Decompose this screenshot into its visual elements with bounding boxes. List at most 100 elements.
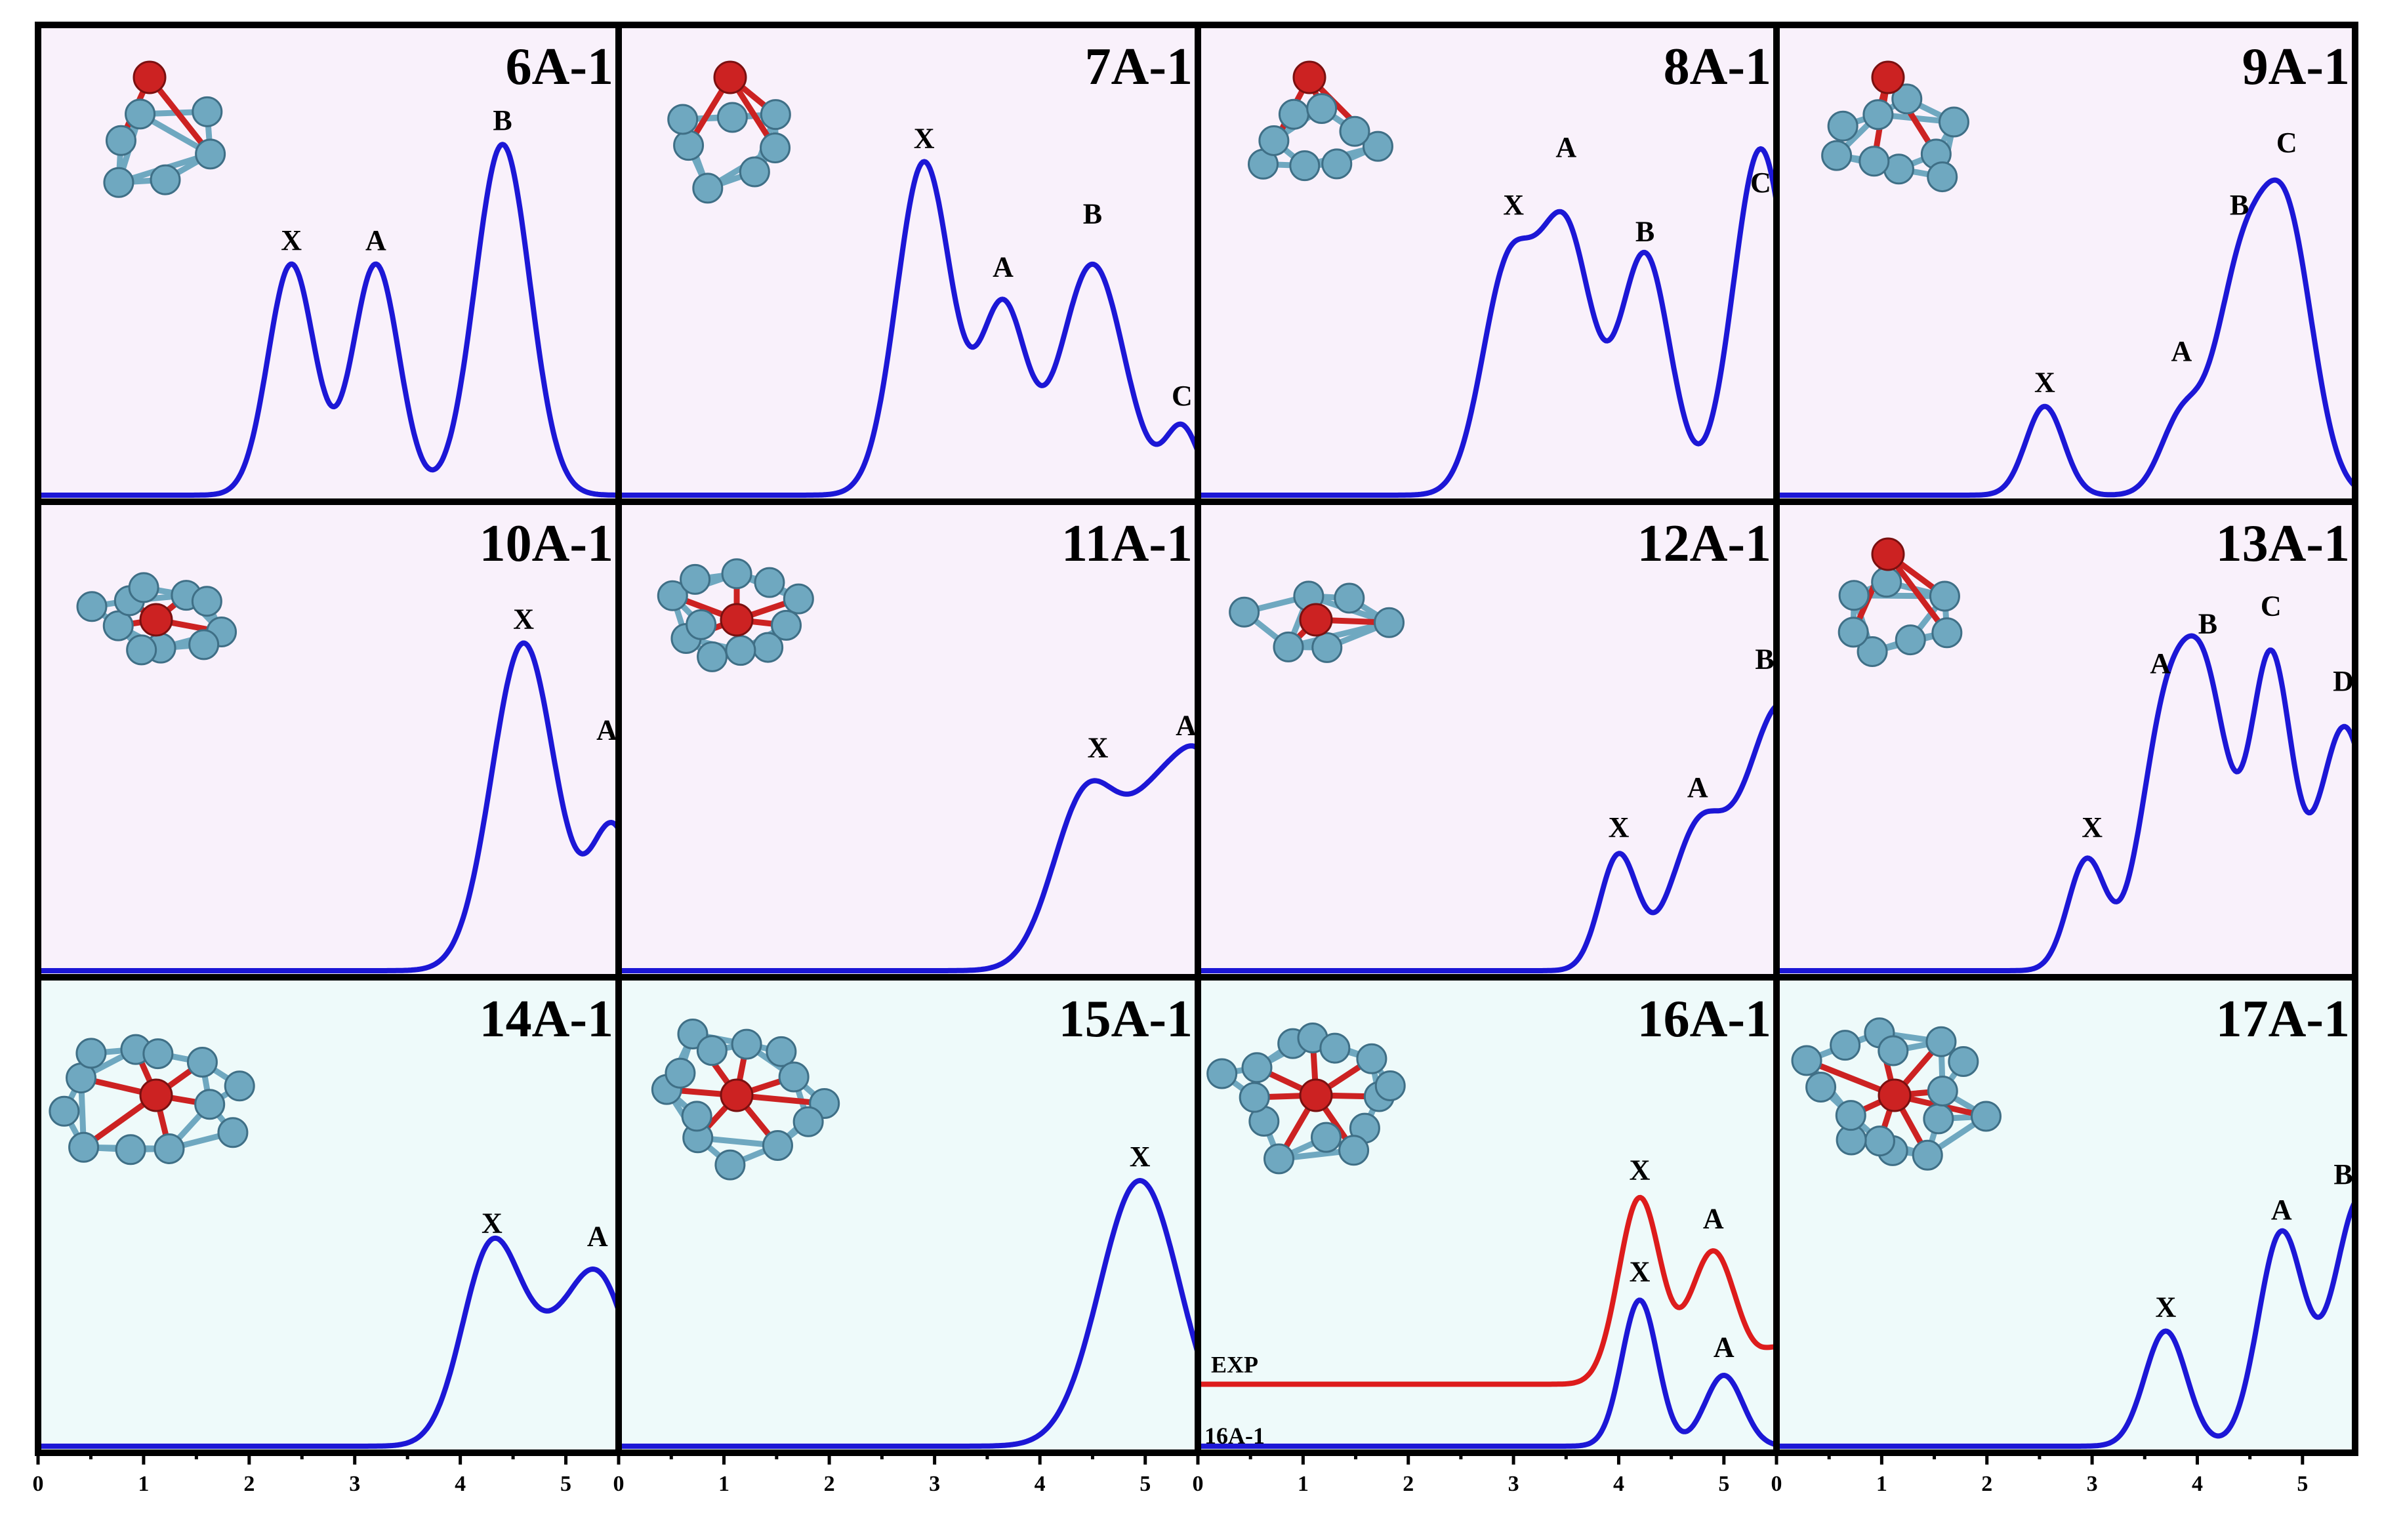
cluster-metal-atom bbox=[1821, 140, 1853, 171]
cluster-metal-atom bbox=[714, 1149, 746, 1181]
cluster-metal-atom bbox=[697, 641, 728, 672]
panel-title: 10A-1 bbox=[480, 515, 613, 573]
panel-title: 16A-1 bbox=[1637, 990, 1771, 1048]
panel-12A-1: X A B 12A-1 bbox=[1195, 498, 1780, 981]
cluster-oxygen-atom bbox=[1878, 1078, 1912, 1112]
cluster-metal-atom bbox=[1791, 1045, 1822, 1076]
cluster-metal-atom bbox=[1864, 1125, 1895, 1157]
cluster-metal-atom bbox=[49, 1095, 80, 1127]
panel-title: 6A-1 bbox=[506, 38, 613, 96]
cluster-metal-atom bbox=[126, 634, 157, 666]
cluster-metal-atom bbox=[1871, 567, 1902, 598]
x-tick-label: 0 bbox=[613, 1472, 625, 1496]
cluster-oxygen-atom bbox=[720, 1078, 754, 1112]
peak-label-X: X bbox=[1503, 189, 1524, 221]
cluster-metal-atom bbox=[1838, 580, 1870, 611]
cluster-metal-atom bbox=[739, 156, 770, 188]
cluster-metal-atom bbox=[1306, 92, 1338, 124]
cluster-metal-atom bbox=[1827, 110, 1858, 142]
cluster-metal-atom bbox=[1374, 1070, 1406, 1101]
cluster-structure bbox=[49, 1034, 255, 1165]
panel-background bbox=[1776, 25, 2355, 502]
cluster-metal-atom bbox=[1970, 1101, 2002, 1132]
calc-spectrum-line bbox=[1776, 633, 2355, 973]
panel-title: 11A-1 bbox=[1061, 515, 1193, 573]
cluster-metal-atom bbox=[1805, 1072, 1837, 1103]
cluster-metal-atom bbox=[1321, 148, 1353, 180]
cluster-metal-atom bbox=[754, 567, 785, 598]
x-tick-label: 1 bbox=[1876, 1472, 1887, 1496]
panel-title: 13A-1 bbox=[2216, 515, 2350, 573]
x-tick-label: 5 bbox=[560, 1472, 571, 1496]
cluster-metal-atom bbox=[105, 125, 136, 156]
panel-14A-1: X A 14A-1 bbox=[35, 974, 622, 1456]
panel-11A-1: X A 11A-1 bbox=[615, 498, 1201, 981]
panels-layer: X AB6A-1XABC7A-1XABC8A-1XABC9A-1XA10A-1XA… bbox=[35, 22, 2358, 1456]
calc-spectrum-line bbox=[1198, 703, 1776, 973]
cluster-metal-atom bbox=[686, 609, 717, 640]
peak-label-A: A bbox=[596, 714, 617, 746]
cluster-metal-atom bbox=[1273, 631, 1304, 662]
cluster-metal-atom bbox=[1938, 106, 1969, 138]
peak-label-B: B bbox=[1755, 643, 1774, 675]
panel-title: 17A-1 bbox=[2216, 990, 2350, 1048]
peak-label-B: B bbox=[493, 104, 512, 136]
cluster-metal-atom bbox=[667, 104, 699, 135]
panel-7A-1: X A B C 7A-1 bbox=[615, 22, 1201, 505]
peak-label-D: D bbox=[2333, 665, 2354, 697]
peak-label-C: C bbox=[2276, 127, 2297, 159]
panel-9A-1: X A BC 9A-1 bbox=[1773, 22, 2358, 505]
cluster-metal-atom bbox=[1334, 582, 1365, 614]
cluster-structure bbox=[1206, 1023, 1406, 1175]
cluster-metal-atom bbox=[1948, 1045, 1979, 1077]
peak-label-X: X bbox=[1630, 1154, 1651, 1186]
cluster-metal-atom bbox=[125, 98, 156, 130]
peak-label-C: C bbox=[2261, 590, 2282, 622]
cluster-metal-atom bbox=[1838, 617, 1869, 648]
cluster-metal-atom bbox=[760, 99, 791, 131]
cluster-metal-atom bbox=[1229, 596, 1260, 628]
panel-background bbox=[1198, 502, 1776, 977]
cluster-metal-atom bbox=[762, 1130, 793, 1162]
x-tick-label: 4 bbox=[455, 1472, 466, 1496]
cluster-metal-atom bbox=[731, 1028, 762, 1060]
panel-13A-1: X AB C D 13A-1 bbox=[1773, 498, 2358, 981]
x-tick-label: 5 bbox=[1718, 1472, 1729, 1496]
cluster-metal-atom bbox=[103, 167, 134, 198]
peak-label-A: A bbox=[993, 251, 1014, 283]
calc-spectrum-line bbox=[619, 1178, 1198, 1449]
peak-label-A: A bbox=[2271, 1194, 2292, 1226]
peak-label-B: B bbox=[1083, 197, 1102, 230]
cluster-metal-atom bbox=[673, 130, 705, 161]
x-tick-label: 4 bbox=[1613, 1472, 1624, 1496]
cluster-structure bbox=[103, 60, 226, 198]
cluster-metal-atom bbox=[150, 164, 181, 195]
cluster-metal-atom bbox=[194, 1089, 226, 1120]
calc-spectrum-line bbox=[38, 640, 619, 973]
cluster-oxygen-atom bbox=[713, 60, 747, 94]
cluster-metal-atom bbox=[1362, 131, 1393, 162]
cluster-oxygen-atom bbox=[1871, 537, 1905, 571]
peak-label-X: X bbox=[513, 603, 534, 636]
panel-background bbox=[619, 25, 1198, 502]
peak-label-A: A bbox=[587, 1221, 608, 1253]
x-axis: 0 1 2 3 4 5 1 2 3 4 5 1 2 3 4 5 1 2 3 4 5 0 0 0 bbox=[33, 1453, 2308, 1496]
calc-spectrum-line bbox=[38, 1235, 619, 1449]
panel-title: 15A-1 bbox=[1059, 990, 1193, 1048]
cluster-structure bbox=[1838, 537, 1963, 668]
panel-background bbox=[38, 502, 619, 977]
calc-spectrum-line bbox=[619, 743, 1198, 973]
peak-label-B: B bbox=[2198, 607, 2217, 639]
cluster-metal-atom bbox=[778, 1061, 810, 1093]
peak-label-X: X bbox=[2034, 367, 2055, 399]
cluster-metal-atom bbox=[657, 580, 688, 611]
x-tick-label: 2 bbox=[243, 1472, 255, 1496]
x-tick-label: 1 bbox=[1298, 1472, 1309, 1496]
calc-spectrum-line bbox=[1198, 146, 1776, 498]
panel-background bbox=[1776, 977, 2355, 1453]
cluster-metal-atom bbox=[1319, 1032, 1351, 1064]
cluster-structure bbox=[1229, 580, 1405, 663]
peak-label-B: B bbox=[1635, 215, 1654, 247]
x-tick-label: 1 bbox=[138, 1472, 149, 1496]
